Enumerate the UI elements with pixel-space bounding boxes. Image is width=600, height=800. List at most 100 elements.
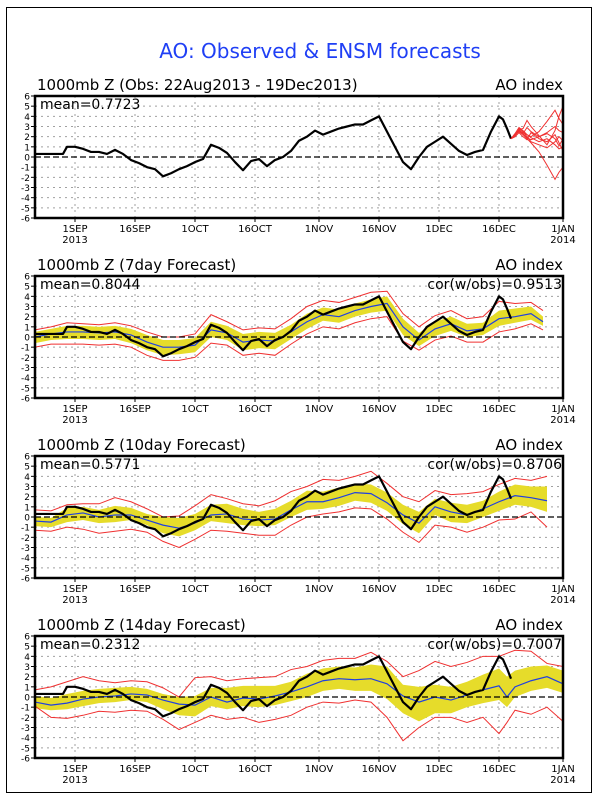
y-tick-label: -2 — [21, 534, 30, 544]
y-tick-label: -6 — [21, 755, 30, 765]
y-tick-label: -4 — [21, 374, 30, 384]
y-tick-label: -5 — [21, 384, 30, 394]
y-tick-label: -3 — [21, 544, 30, 554]
x-tick-label: 16NOV — [362, 404, 397, 415]
panel-2: 1000mb Z (10day Forecast) AO index mean=0.… — [21, 436, 576, 606]
correlation-annotation: cor(w/obs)=0.7007 — [427, 637, 562, 653]
y-tick-label: -1 — [21, 524, 30, 534]
x-tick-year-label: 2014 — [550, 415, 575, 426]
y-tick-label: -5 — [21, 204, 30, 214]
y-tick-label: 1 — [24, 323, 30, 333]
panel-right-label: AO index — [495, 256, 563, 274]
x-tick-label: 1DEC — [425, 764, 452, 775]
x-tick-year-label: 2013 — [62, 775, 87, 786]
y-tick-label: 4 — [24, 293, 30, 303]
x-tick-label: 16DEC — [482, 584, 516, 595]
panel-right-label: AO index — [495, 76, 563, 94]
x-tick-label: 1JAN — [551, 584, 574, 595]
x-tick-label: 1SEP — [62, 584, 87, 595]
x-tick-label: 16SEP — [119, 764, 150, 775]
y-tick-label: 4 — [24, 473, 30, 483]
y-tick-label: -2 — [21, 174, 30, 184]
y-tick-label: -3 — [21, 364, 30, 374]
mean-annotation: mean=0.5771 — [40, 457, 140, 473]
x-tick-label: 16OCT — [238, 764, 273, 775]
x-tick-year-label: 2013 — [62, 595, 87, 606]
y-tick-label: 1 — [24, 683, 30, 693]
x-tick-label: 1DEC — [425, 404, 452, 415]
panel-0: 1000mb Z (Obs: 22Aug2013 - 19Dec2013) AO … — [21, 76, 576, 246]
y-tick-label: -6 — [21, 215, 30, 225]
page-title: AO: Observed & ENSM forecasts — [159, 39, 481, 63]
y-tick-label: 3 — [24, 303, 30, 313]
x-tick-label: 1NOV — [305, 224, 334, 235]
panel-title: 1000mb Z (Obs: 22Aug2013 - 19Dec2013) — [37, 76, 358, 94]
mean-annotation: mean=0.7723 — [40, 97, 140, 113]
observed-line — [35, 655, 513, 718]
x-tick-label: 16SEP — [119, 584, 150, 595]
y-tick-label: -6 — [21, 575, 30, 585]
x-tick-year-label: 2014 — [550, 775, 575, 786]
ensemble-max-line — [34, 470, 548, 518]
spread-band — [35, 664, 563, 722]
y-tick-label: 1 — [24, 143, 30, 153]
y-tick-label: -6 — [21, 395, 30, 405]
y-tick-label: -4 — [21, 554, 30, 564]
y-tick-label: -2 — [21, 354, 30, 364]
x-tick-label: 16NOV — [362, 224, 397, 235]
ensemble-member-line — [510, 129, 564, 147]
x-tick-label: 16SEP — [119, 404, 150, 415]
y-tick-label: 0 — [24, 694, 30, 704]
x-tick-label: 1OCT — [181, 584, 209, 595]
y-tick-label: -1 — [21, 344, 30, 354]
ensemble-max-line — [34, 649, 564, 698]
y-tick-label: 6 — [24, 93, 30, 103]
panel-right-label: AO index — [495, 436, 563, 454]
y-tick-label: 5 — [24, 463, 30, 473]
y-tick-label: 0 — [24, 334, 30, 344]
y-tick-label: 4 — [24, 113, 30, 123]
x-tick-label: 1DEC — [425, 224, 452, 235]
observed-line — [35, 115, 513, 178]
spread-band — [35, 296, 543, 356]
x-tick-label: 16SEP — [119, 224, 150, 235]
y-tick-label: -4 — [21, 734, 30, 744]
x-tick-label: 1NOV — [305, 404, 334, 415]
x-tick-label: 1DEC — [425, 584, 452, 595]
x-tick-label: 1OCT — [181, 764, 209, 775]
correlation-annotation: cor(w/obs)=0.9513 — [427, 277, 562, 293]
x-tick-label: 1NOV — [305, 764, 334, 775]
x-tick-label: 16NOV — [362, 764, 397, 775]
x-tick-label: 1SEP — [62, 404, 87, 415]
y-tick-label: 1 — [24, 503, 30, 513]
y-tick-label: 2 — [24, 313, 30, 323]
observed-line — [35, 295, 513, 358]
y-tick-label: 2 — [24, 673, 30, 683]
x-tick-label: 16DEC — [482, 224, 516, 235]
correlation-annotation: cor(w/obs)=0.8706 — [427, 457, 562, 473]
panel-right-label: AO index — [495, 616, 563, 634]
x-tick-label: 16OCT — [238, 224, 273, 235]
y-tick-label: -3 — [21, 724, 30, 734]
x-tick-year-label: 2014 — [550, 235, 575, 246]
y-tick-label: -2 — [21, 714, 30, 724]
ensemble-member-line — [510, 131, 564, 152]
panel-3: 1000mb Z (14day Forecast) AO index mean=0.… — [21, 616, 576, 786]
x-tick-label: 1JAN — [551, 224, 574, 235]
x-tick-year-label: 2014 — [550, 595, 575, 606]
y-tick-label: 2 — [24, 133, 30, 143]
x-tick-year-label: 2013 — [62, 235, 87, 246]
y-tick-label: 5 — [24, 283, 30, 293]
x-tick-year-label: 2013 — [62, 415, 87, 426]
x-tick-label: 1OCT — [181, 224, 209, 235]
y-tick-label: -1 — [21, 704, 30, 714]
y-tick-label: 6 — [24, 273, 30, 283]
y-tick-label: 2 — [24, 493, 30, 503]
y-tick-label: -5 — [21, 564, 30, 574]
x-tick-label: 1NOV — [305, 584, 334, 595]
y-tick-label: 5 — [24, 103, 30, 113]
x-tick-label: 16NOV — [362, 584, 397, 595]
x-tick-label: 16DEC — [482, 404, 516, 415]
y-tick-label: -1 — [21, 164, 30, 174]
